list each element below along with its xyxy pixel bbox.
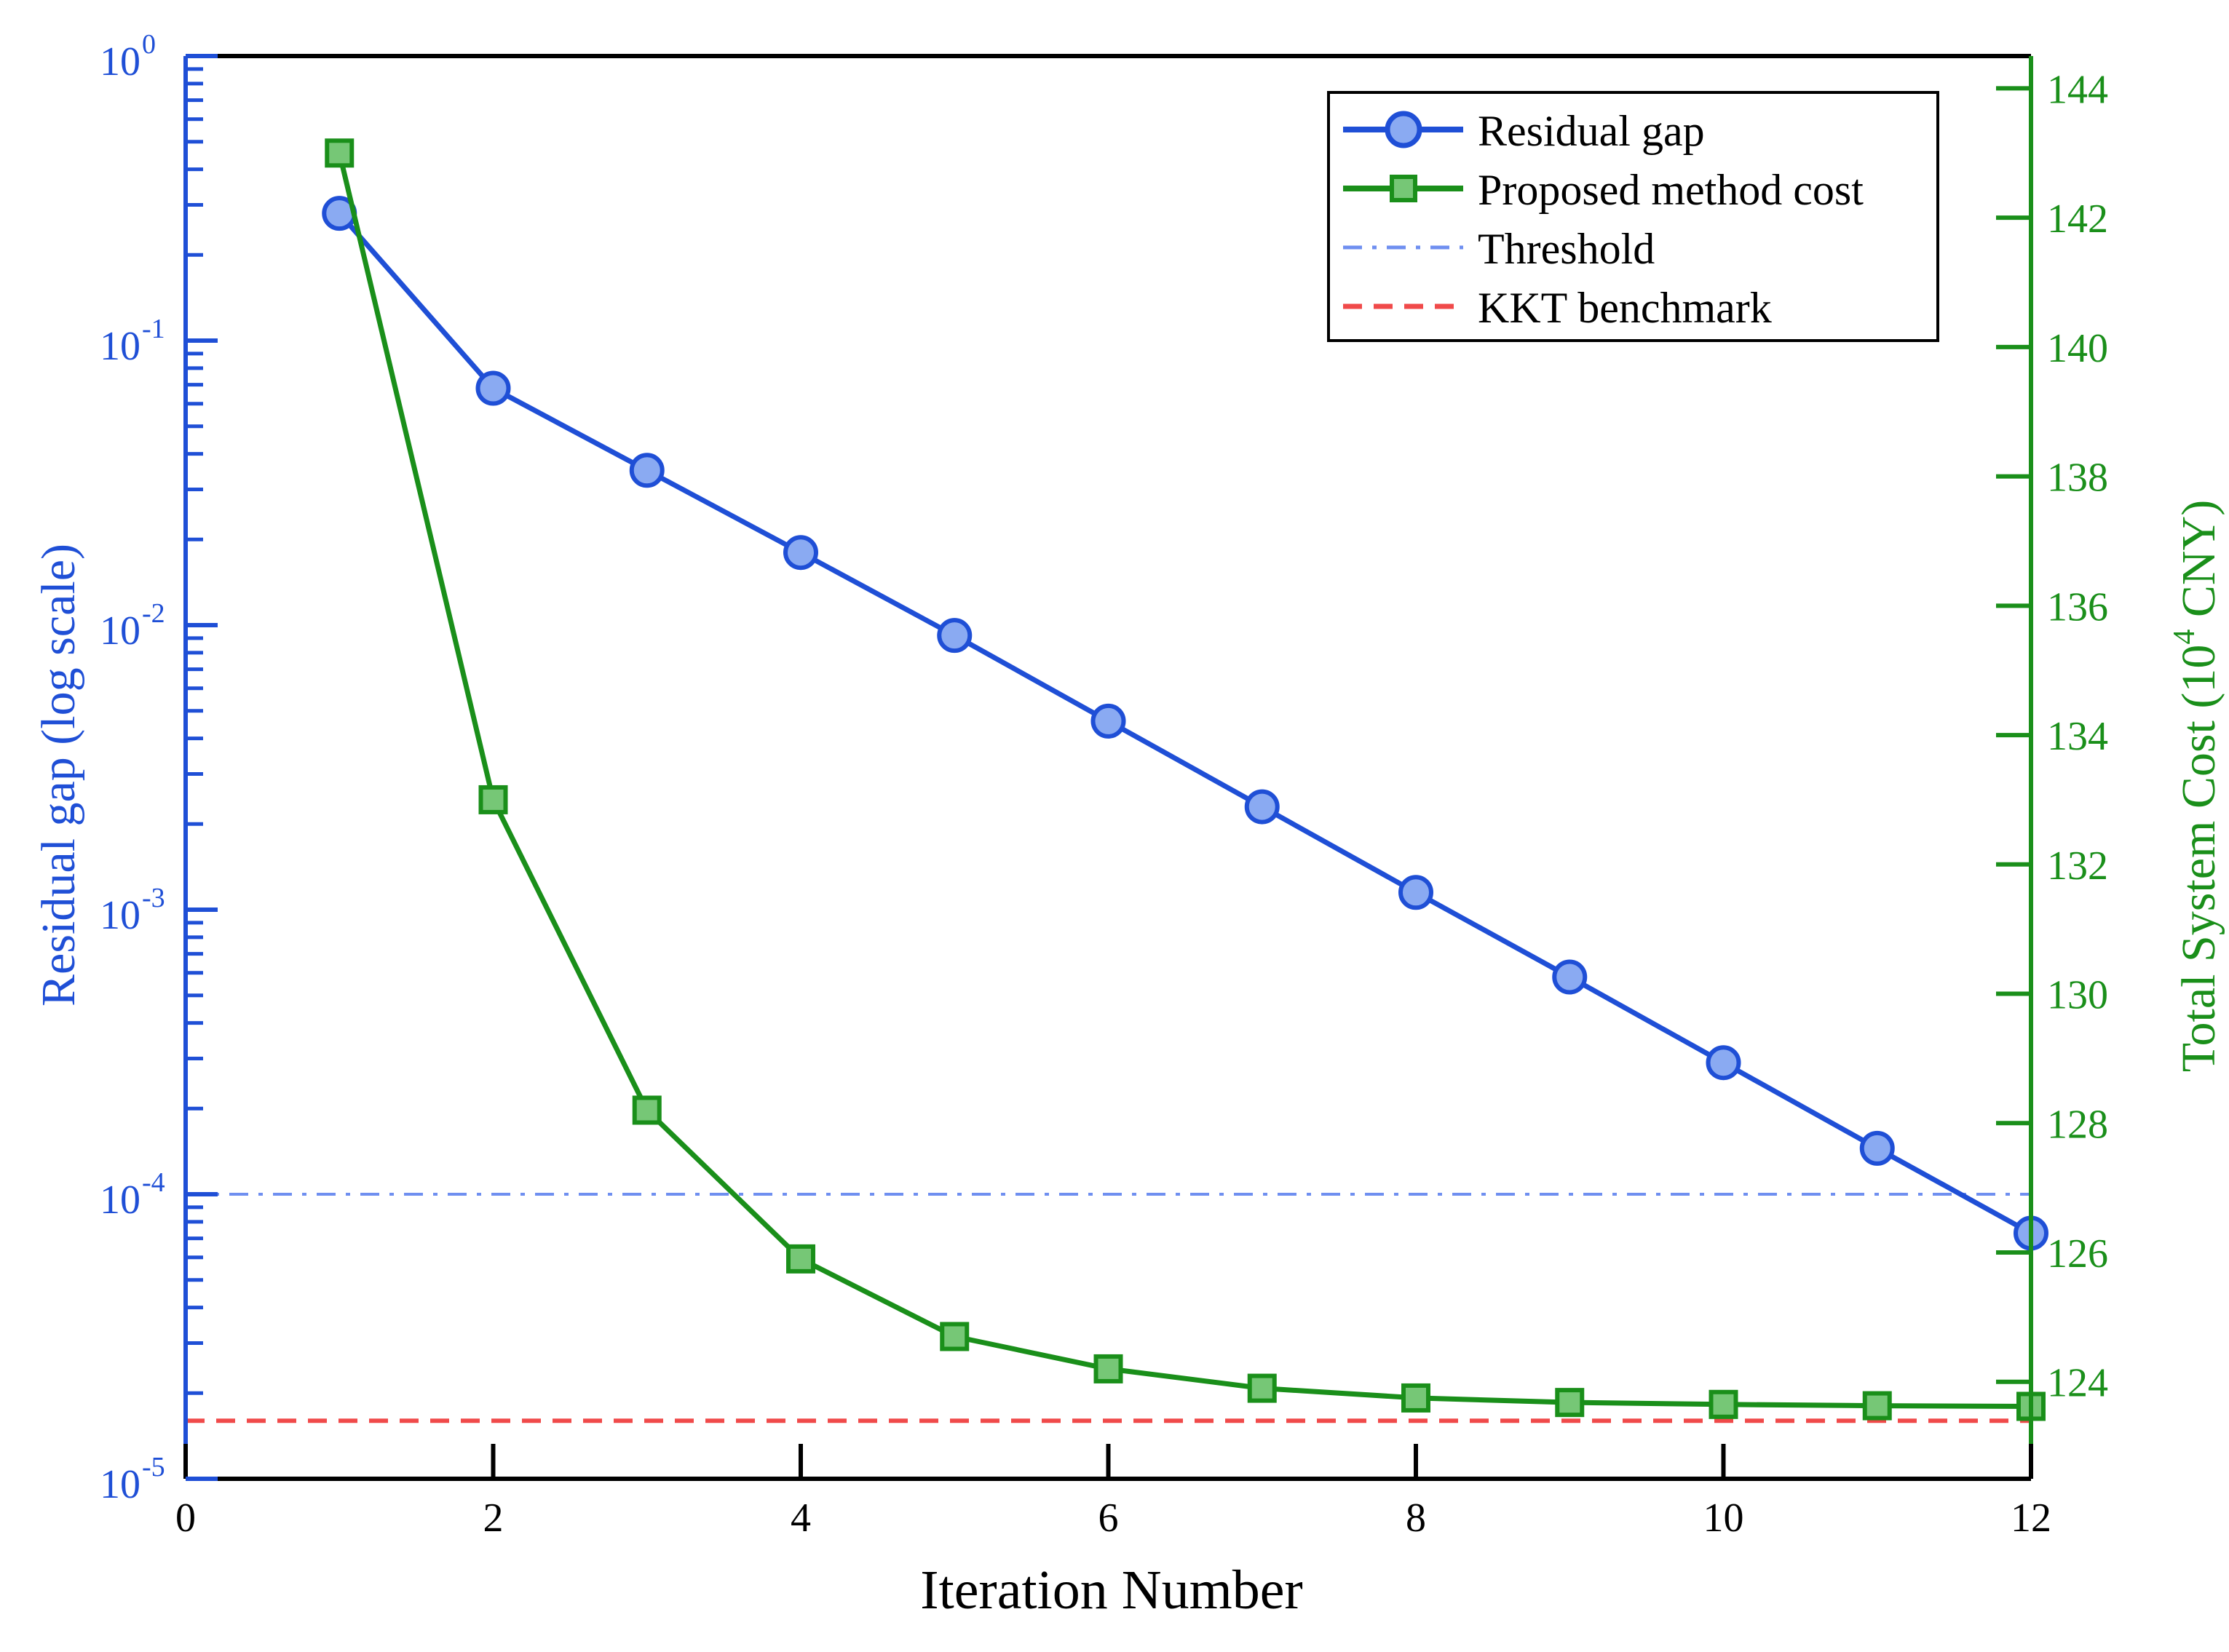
y-left-tick-label: 10 <box>100 39 140 84</box>
data-point-cost-5 <box>940 1322 970 1351</box>
series-layer <box>322 138 2048 1421</box>
data-point-cost-9 <box>1555 1388 1585 1418</box>
legend-swatch-residual-gap-marker <box>1385 111 1422 148</box>
x-tick-label-12: 12 <box>2011 1496 2051 1541</box>
data-point-cost-3 <box>632 1095 662 1125</box>
legend-entry-residual-gap: Residual gap <box>1343 107 1705 155</box>
data-point-cost-6 <box>1093 1354 1123 1383</box>
x-axis-title: Iteration Number <box>920 1560 1302 1621</box>
y-left-tick-label: 10 <box>100 608 140 654</box>
legend-entry-kkt-benchmark: KKT benchmark <box>1343 284 1772 332</box>
y-right-tick-label-132: 132 <box>2047 843 2108 889</box>
data-point-cost-2 <box>478 785 508 814</box>
y-right-tick-label-124: 124 <box>2047 1361 2108 1406</box>
y-left-tick-label-exponent: -1 <box>142 314 165 344</box>
series-line-cost <box>336 152 2032 1409</box>
y-right-axis-title: Total System Cost (104 CNY) <box>2168 500 2225 1072</box>
y-right-tick-label-140: 140 <box>2047 326 2108 371</box>
y-right-axis-title-tail: CNY) <box>2172 500 2225 630</box>
data-point-cost-11 <box>1862 1391 1892 1421</box>
data-point-cost-1 <box>325 138 355 168</box>
data-point-residual-gap-11 <box>1859 1130 1895 1166</box>
y-left-tick-label: 10 <box>100 893 140 938</box>
legend-entry-proposed-method-cost: Proposed method cost <box>1343 166 1864 214</box>
y-right-axis-title-main: Total System Cost (10 <box>2172 645 2225 1073</box>
legend-label-residual-gap: Residual gap <box>1478 107 1705 155</box>
data-point-cost-8 <box>1401 1383 1430 1413</box>
y-right-tick-label-142: 142 <box>2047 196 2108 242</box>
y-right-tick-label-144: 144 <box>2047 67 2108 112</box>
y-left-tick-label-exponent: -4 <box>142 1167 165 1198</box>
data-point-residual-gap-7 <box>1244 789 1280 825</box>
plot-area <box>186 1193 2031 1423</box>
y-right-tick-label-126: 126 <box>2047 1231 2108 1276</box>
x-tick-label-6: 6 <box>1098 1496 1119 1541</box>
data-point-residual-gap-5 <box>937 618 973 654</box>
series-line-residual-gap <box>337 211 2032 1236</box>
y-left-tick-label-exponent: -3 <box>142 883 165 913</box>
y-right-tick-label-138: 138 <box>2047 456 2108 501</box>
y-left-tick-label-exponent: -2 <box>142 598 165 629</box>
legend-swatch-cost-marker <box>1390 175 1417 202</box>
y-right-tick-label-128: 128 <box>2047 1102 2108 1147</box>
legend: Residual gap Proposed method cost Thresh… <box>1327 91 1939 342</box>
y-right-tick-label-134: 134 <box>2047 714 2108 759</box>
data-point-residual-gap-9 <box>1552 959 1588 995</box>
data-point-cost-10 <box>1709 1389 1738 1419</box>
data-point-residual-gap-3 <box>629 453 665 488</box>
y-left-tick-label-exponent: -5 <box>142 1452 165 1482</box>
x-tick-label-2: 2 <box>483 1496 504 1541</box>
legend-label-proposed-method-cost: Proposed method cost <box>1478 166 1864 214</box>
y-right-tick-label-136: 136 <box>2047 584 2108 630</box>
y-right-tick-label-130: 130 <box>2047 973 2108 1018</box>
y-left-tick-label-exponent: 0 <box>142 29 156 60</box>
data-point-residual-gap-4 <box>783 535 818 571</box>
data-point-residual-gap-6 <box>1090 703 1126 739</box>
x-tick-label-0: 0 <box>175 1496 196 1541</box>
data-point-residual-gap-10 <box>1706 1045 1741 1081</box>
data-point-residual-gap-2 <box>475 370 511 406</box>
legend-label-threshold: Threshold <box>1478 225 1655 273</box>
x-tick-label-4: 4 <box>791 1496 811 1541</box>
data-point-cost-4 <box>786 1244 815 1274</box>
data-point-residual-gap-8 <box>1398 875 1433 910</box>
x-tick-label-8: 8 <box>1406 1496 1426 1541</box>
legend-box <box>1327 91 1939 342</box>
y-left-tick-label: 10 <box>100 324 140 369</box>
y-left-tick-label: 10 <box>100 1462 140 1507</box>
data-point-cost-7 <box>1247 1373 1277 1403</box>
x-tick-label-10: 10 <box>1703 1496 1744 1541</box>
y-left-tick-label: 10 <box>100 1178 140 1223</box>
legend-label-kkt-benchmark: KKT benchmark <box>1478 284 1772 332</box>
legend-entry-threshold: Threshold <box>1343 225 1655 273</box>
y-right-axis-title-exp: 4 <box>2168 630 2201 645</box>
y-left-axis-title: Residual gap (log scale) <box>32 544 85 1006</box>
